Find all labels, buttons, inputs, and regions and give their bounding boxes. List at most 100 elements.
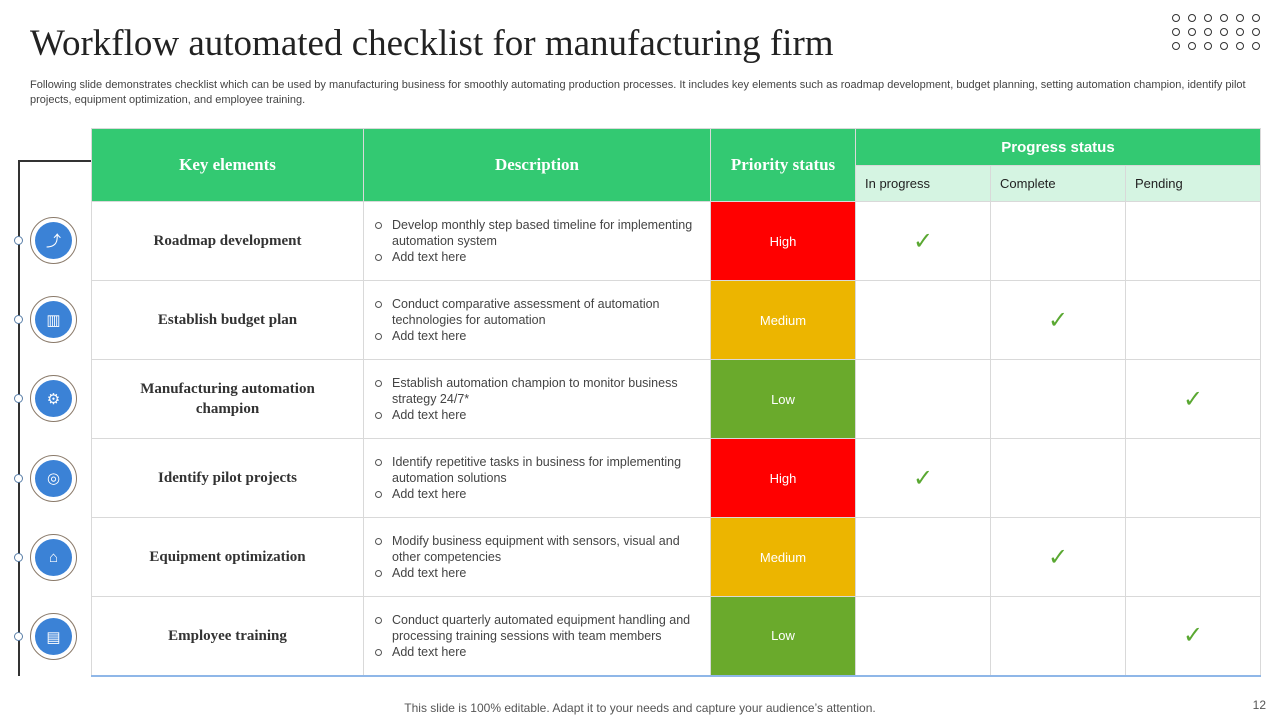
dot <box>1220 28 1228 36</box>
header-in-progress: In progress <box>855 165 991 202</box>
dot <box>1172 14 1180 22</box>
check-icon: ✓ <box>912 464 934 492</box>
key-element: Manufacturing automation champion <box>91 359 364 439</box>
progress-cell <box>990 201 1126 281</box>
description-bullet: Add text here <box>374 565 700 581</box>
progress-cell: ✓ <box>855 201 991 281</box>
dot <box>1252 28 1260 36</box>
footer-note: This slide is 100% editable. Adapt it to… <box>404 701 876 715</box>
timeline-node <box>14 632 23 641</box>
factory-icon: ⌂ <box>30 533 77 581</box>
table-row: Employee training Conduct quarterly autom… <box>91 596 1261 677</box>
key-element: Employee training <box>91 596 364 677</box>
header-priority: Priority status <box>710 128 856 202</box>
description-bullet: Add text here <box>374 407 700 423</box>
timeline-connector <box>18 160 91 162</box>
check-icon: ✓ <box>912 227 934 255</box>
progress-cell <box>1125 438 1261 518</box>
progress-cell: ✓ <box>1125 359 1261 439</box>
description-cell: Establish automation champion to monitor… <box>363 359 711 439</box>
check-icon: ✓ <box>1182 622 1204 650</box>
dot <box>1204 14 1212 22</box>
progress-cell <box>1125 280 1261 360</box>
priority-status: Low <box>710 596 856 677</box>
dot <box>1220 42 1228 50</box>
dot <box>1188 28 1196 36</box>
description-bullet: Modify business equipment with sensors, … <box>374 533 700 565</box>
description-bullet: Conduct quarterly automated equipment ha… <box>374 612 700 644</box>
description-cell: Develop monthly step based timeline for … <box>363 201 711 281</box>
progress-cell <box>855 517 991 597</box>
dot <box>1220 14 1228 22</box>
progress-cell <box>855 280 991 360</box>
key-element: Equipment optimization <box>91 517 364 597</box>
progress-cell <box>1125 517 1261 597</box>
timeline-node <box>14 473 23 483</box>
description-bullet: Add text here <box>374 486 700 502</box>
progress-cell: ✓ <box>990 517 1126 597</box>
progress-cell: ✓ <box>1125 596 1261 677</box>
progress-cell <box>855 596 991 677</box>
timeline-node <box>14 236 23 245</box>
page-title: Workflow automated checklist for manufac… <box>30 23 834 64</box>
header-key-elements: Key elements <box>91 128 364 202</box>
priority-status: Medium <box>710 517 856 597</box>
progress-cell <box>990 438 1126 518</box>
dot <box>1252 14 1260 22</box>
dot <box>1188 42 1196 50</box>
description-bullet: Add text here <box>374 644 700 660</box>
description-cell: Conduct comparative assessment of automa… <box>363 280 711 360</box>
dot <box>1172 42 1180 50</box>
dot <box>1172 28 1180 36</box>
dot <box>1236 14 1244 22</box>
budget-chart-icon: ▥ <box>30 296 77 344</box>
description-bullet: Conduct comparative assessment of automa… <box>374 296 700 328</box>
timeline-node <box>14 315 23 325</box>
key-element: Identify pilot projects <box>91 438 364 518</box>
header-description: Description <box>363 128 711 202</box>
check-icon: ✓ <box>1047 543 1069 571</box>
description-cell: Conduct quarterly automated equipment ha… <box>363 596 711 677</box>
description-bullet: Add text here <box>374 328 700 344</box>
dot <box>1236 28 1244 36</box>
header-complete: Complete <box>990 165 1126 202</box>
description-bullet: Develop monthly step based timeline for … <box>374 217 700 249</box>
dot <box>1188 14 1196 22</box>
checklist-table: Key elements Description Priority status… <box>91 128 1261 677</box>
header-progress: Progress status <box>855 128 1261 166</box>
priority-status: Medium <box>710 280 856 360</box>
page-subtitle: Following slide demonstrates checklist w… <box>30 79 1246 106</box>
dots-decoration <box>1172 14 1262 50</box>
progress-cell <box>855 359 991 439</box>
roadmap-icon: ⤴ <box>30 217 77 264</box>
factory-conveyor-icon: ⚙ <box>30 375 77 423</box>
table-row: Roadmap development Develop monthly step … <box>91 201 1261 281</box>
priority-status: Low <box>710 359 856 439</box>
page-number: 12 <box>1252 698 1266 712</box>
description-cell: Modify business equipment with sensors, … <box>363 517 711 597</box>
timeline-node <box>14 394 23 404</box>
progress-cell <box>1125 201 1261 281</box>
dot <box>1204 28 1212 36</box>
progress-cell: ✓ <box>855 438 991 518</box>
description-cell: Identify repetitive tasks in business fo… <box>363 438 711 518</box>
check-icon: ✓ <box>1047 306 1069 334</box>
timeline-node <box>14 552 23 562</box>
description-bullet: Establish automation champion to monitor… <box>374 375 700 407</box>
dot <box>1236 42 1244 50</box>
progress-cell <box>990 359 1126 439</box>
training-board-icon: ▤ <box>30 613 77 660</box>
target-monitor-icon: ◎ <box>30 454 77 502</box>
table-row: Identify pilot projects Identify repetiti… <box>91 438 1261 518</box>
header-pending: Pending <box>1125 165 1261 202</box>
priority-status: High <box>710 438 856 518</box>
table-row: Manufacturing automation champion Establi… <box>91 359 1261 439</box>
priority-status: High <box>710 201 856 281</box>
key-element: Establish budget plan <box>91 280 364 360</box>
key-element: Roadmap development <box>91 201 364 281</box>
description-bullet: Add text here <box>374 249 700 265</box>
progress-cell: ✓ <box>990 280 1126 360</box>
dot <box>1204 42 1212 50</box>
description-bullet: Identify repetitive tasks in business fo… <box>374 454 700 486</box>
dot <box>1252 42 1260 50</box>
